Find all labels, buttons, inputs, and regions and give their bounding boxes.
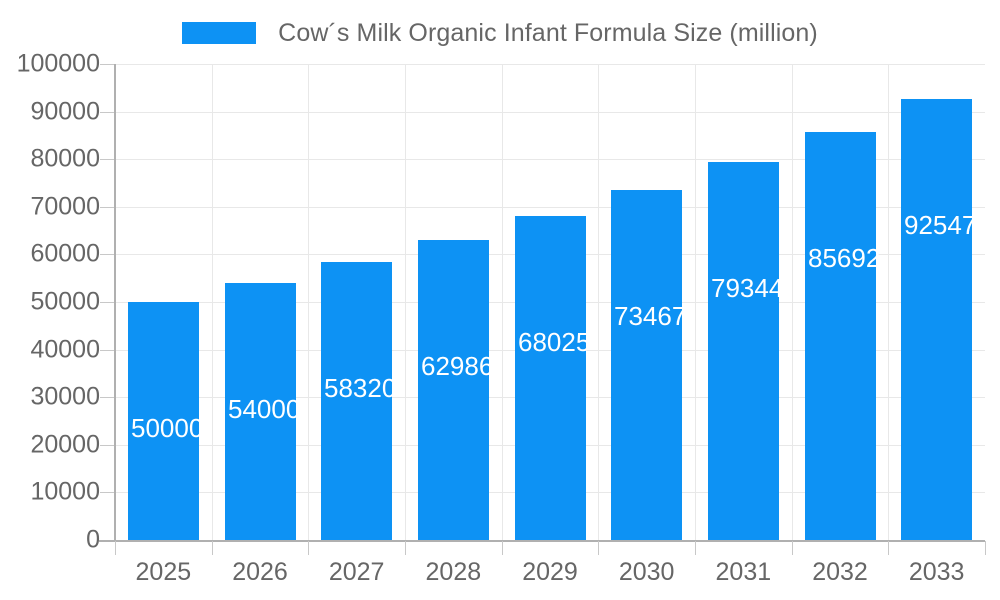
y-tick-label: 70000 — [30, 192, 100, 221]
x-axis-line — [99, 540, 985, 542]
y-gridline — [115, 159, 985, 161]
legend-series-label[interactable]: Cow´s Milk Organic Infant Formula Size (… — [278, 18, 818, 47]
y-tick-mark — [100, 492, 115, 494]
x-gridline — [598, 64, 599, 540]
bar-value-label: 92547 — [904, 210, 977, 241]
y-gridline — [115, 64, 985, 65]
x-tick-mark — [405, 541, 406, 555]
x-gridline — [405, 64, 406, 540]
bar[interactable] — [901, 99, 972, 540]
x-tick-label: 2032 — [812, 558, 868, 586]
x-gridline — [888, 64, 889, 540]
bar-value-label: 85692 — [808, 243, 881, 274]
x-tick-label: 2029 — [522, 558, 578, 586]
y-gridline — [115, 111, 985, 113]
y-axis-line — [114, 64, 116, 541]
bar[interactable] — [708, 162, 779, 540]
x-tick-label: 2027 — [328, 558, 385, 586]
x-gridline — [502, 64, 503, 540]
y-tick-label: 80000 — [30, 144, 100, 173]
x-gridline — [792, 64, 793, 540]
y-tick-mark — [100, 64, 115, 65]
bar[interactable] — [515, 216, 586, 540]
bar-value-label: 62986 — [421, 351, 494, 382]
chart-legend: Cow´s Milk Organic Infant Formula Size (… — [0, 14, 1000, 52]
y-tick-mark — [100, 444, 115, 446]
y-tick-label: 90000 — [30, 97, 100, 126]
bar[interactable] — [128, 302, 199, 540]
bar[interactable] — [805, 132, 876, 540]
x-gridline — [695, 64, 696, 540]
x-gridline — [212, 64, 213, 540]
y-tick-mark — [100, 206, 115, 208]
x-tick-label: 2031 — [715, 558, 772, 586]
y-tick-label: 100000 — [16, 49, 100, 78]
x-tick-mark — [115, 541, 116, 555]
y-tick-label: 30000 — [30, 382, 100, 411]
y-tick-label: 10000 — [30, 477, 100, 506]
y-tick-mark — [100, 254, 115, 256]
bar-value-label: 54000 — [228, 393, 301, 424]
x-tick-mark — [308, 541, 309, 555]
y-tick-mark — [100, 349, 115, 351]
x-tick-label: 2033 — [908, 558, 965, 586]
x-tick-mark — [792, 541, 793, 555]
y-tick-mark — [100, 159, 115, 161]
y-tick-label: 20000 — [30, 430, 100, 459]
y-tick-mark — [100, 111, 115, 113]
y-tick-label: 50000 — [30, 287, 100, 316]
bar-value-label: 79344 — [711, 273, 784, 304]
bar[interactable] — [321, 262, 392, 540]
x-tick-mark — [212, 541, 213, 555]
x-tick-mark — [888, 541, 889, 555]
x-gridline — [308, 64, 309, 540]
bar-value-label: 73467 — [614, 301, 687, 332]
bar-value-label: 68025 — [518, 327, 591, 358]
plot-area: 50000 54000 58320 62986 68025 73467 79344 85692… — [100, 64, 985, 541]
y-gridline — [115, 206, 985, 208]
x-tick-label: 2026 — [232, 558, 288, 586]
x-tick-mark — [695, 541, 696, 555]
bar[interactable] — [418, 240, 489, 540]
x-tick-label: 2025 — [135, 558, 192, 586]
x-tick-mark — [502, 541, 503, 555]
bar-value-label: 50000 — [131, 413, 204, 443]
y-tick-mark — [100, 302, 115, 303]
y-tick-mark — [100, 397, 115, 399]
y-tick-label: 40000 — [30, 335, 100, 364]
x-tick-label: 2028 — [425, 558, 482, 586]
bar-value-label: 58320 — [324, 373, 397, 404]
y-tick-label: 60000 — [30, 239, 100, 268]
x-tick-mark — [985, 541, 986, 555]
x-tick-label: 2030 — [618, 558, 675, 586]
y-tick-label: 0 — [86, 525, 100, 554]
x-tick-mark — [598, 541, 599, 555]
bar[interactable] — [225, 282, 296, 540]
bar[interactable] — [611, 190, 682, 540]
legend-color-swatch[interactable] — [182, 22, 257, 44]
